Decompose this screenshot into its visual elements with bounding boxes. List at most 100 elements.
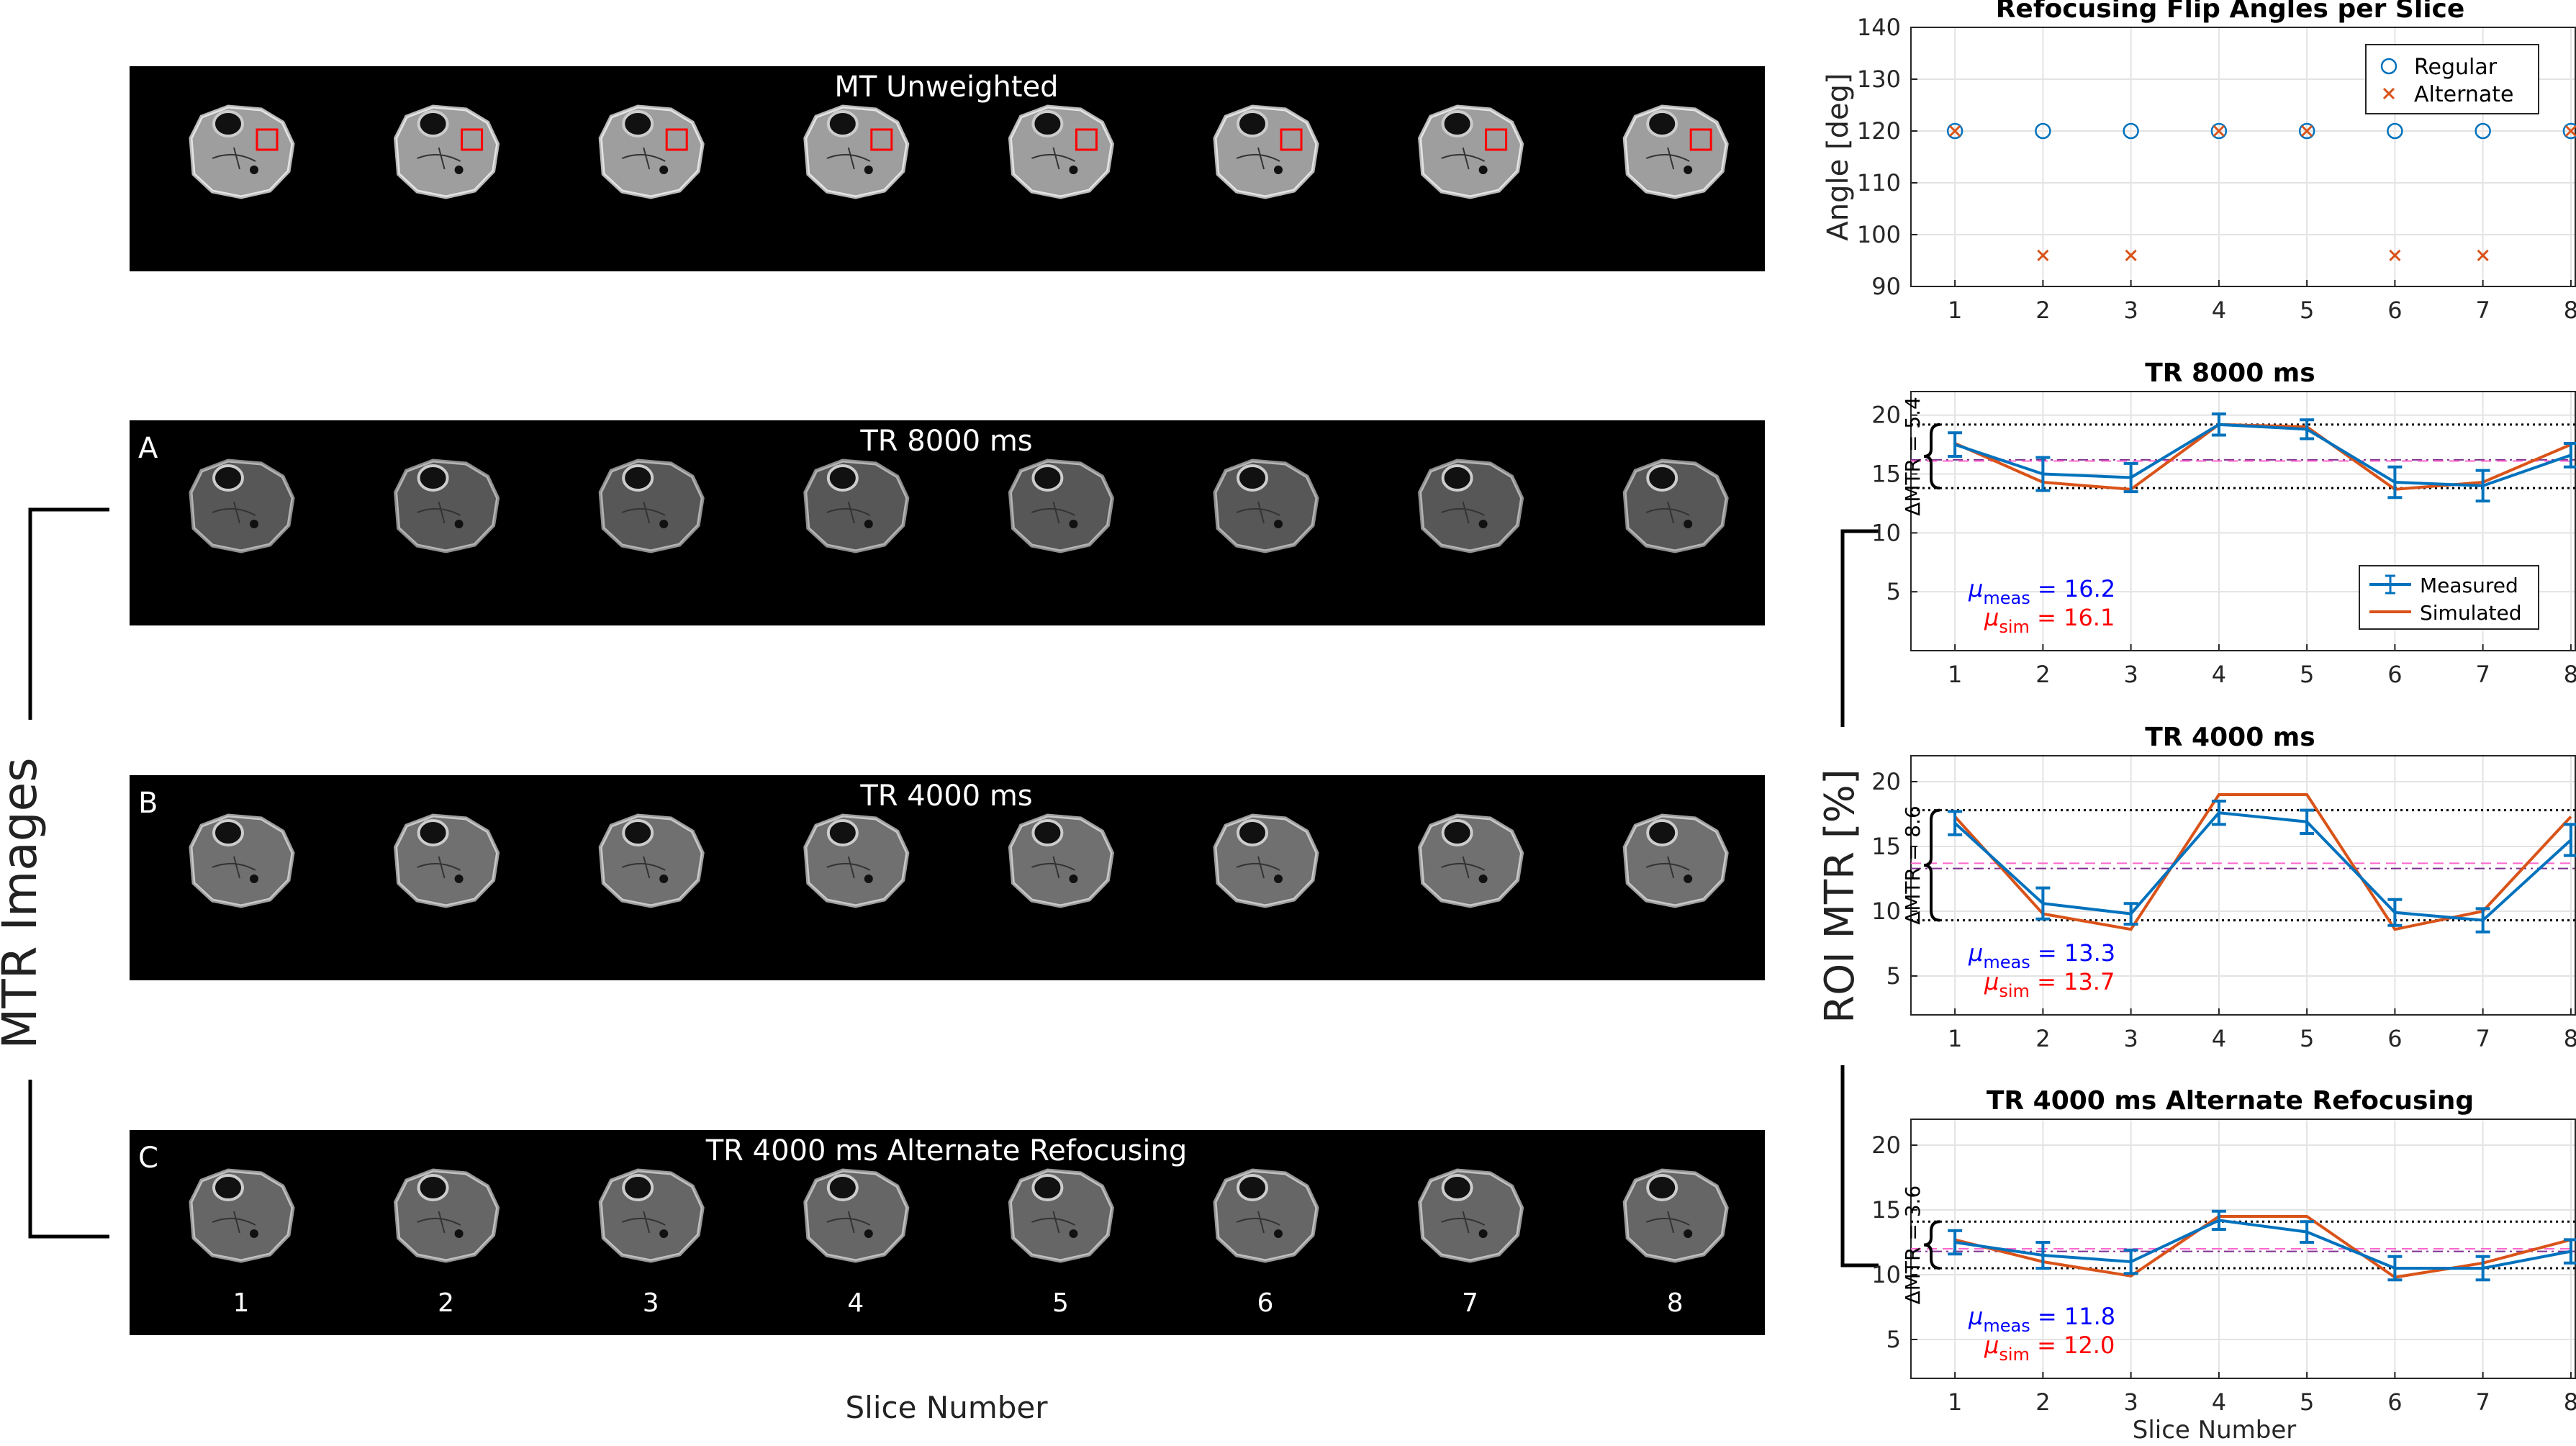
- error-bar: [2123, 1248, 2138, 1275]
- plot-frame: [1910, 27, 2576, 287]
- y-tick-label: 15: [1871, 1196, 1901, 1224]
- fibula: [454, 520, 464, 528]
- fibula: [1274, 1229, 1283, 1238]
- fibula: [1478, 520, 1488, 528]
- plot-area: [1911, 1119, 2575, 1378]
- legend-alternate-label: Alternate: [2414, 82, 2514, 107]
- legend-measured-errorbar: [2385, 574, 2395, 595]
- slice-image: [1008, 458, 1114, 553]
- fibula: [1274, 520, 1283, 528]
- roi-box: [1689, 128, 1712, 151]
- slice-image: [598, 458, 705, 553]
- slice-number-label: 2: [438, 1288, 454, 1318]
- muscle-septum: [1441, 147, 1486, 170]
- fibula: [250, 1229, 258, 1238]
- bone-marrow: [1237, 819, 1268, 846]
- slice-image: [1008, 104, 1114, 199]
- x-tick-label: 5: [2300, 661, 2314, 688]
- slice-image: [1213, 104, 1319, 199]
- muscle-septum: [1031, 147, 1075, 170]
- muscle-septum: [212, 856, 256, 879]
- fibula: [864, 166, 873, 174]
- fibula: [1478, 1229, 1488, 1238]
- left-xlabel: Slice Number: [846, 1390, 1049, 1425]
- roi-box: [1485, 128, 1508, 151]
- fibula: [864, 520, 873, 528]
- bone-marrow: [622, 819, 654, 846]
- fibula: [1478, 875, 1488, 883]
- bone-marrow: [826, 110, 859, 137]
- slice-image: [803, 813, 910, 908]
- bone-marrow: [212, 1174, 244, 1201]
- x-tick-label: 1: [1948, 1025, 1962, 1052]
- fibula: [250, 166, 258, 174]
- fibula: [1069, 875, 1078, 883]
- x-tick-label: 8: [2564, 1388, 2576, 1416]
- mu-simulated-label: μsim = 12.0: [1984, 1332, 2115, 1365]
- error-bar: [1948, 810, 1963, 836]
- x-tick-label: 3: [2123, 1388, 2138, 1416]
- image-strip-title: TR 4000 ms: [859, 780, 1032, 813]
- bone-marrow: [1031, 1174, 1064, 1201]
- roi-box: [870, 128, 893, 151]
- alternate-marker: [2037, 249, 2049, 261]
- muscle-septum: [1441, 856, 1486, 879]
- alternate-marker: [1949, 125, 1961, 137]
- alternate-marker: [2213, 125, 2225, 137]
- muscle-septum: [1645, 1211, 1690, 1234]
- alternate-marker: [2564, 125, 2576, 137]
- y-tick-label: 15: [1871, 461, 1901, 488]
- x-tick-label: 4: [2212, 1388, 2226, 1416]
- error-bar: [1948, 1229, 1963, 1256]
- x-tick-label: 7: [2475, 1025, 2490, 1052]
- measured-line: [1953, 811, 2572, 922]
- slice-number-label: 3: [643, 1288, 659, 1318]
- bone-marrow: [1441, 464, 1473, 492]
- plot-xlabel: Slice Number: [2133, 1416, 2296, 1445]
- error-bar: [2211, 412, 2226, 437]
- error-bar: [2387, 898, 2403, 927]
- bone-marrow: [212, 110, 244, 137]
- alternate-marker: [2389, 249, 2401, 261]
- error-bar: [2035, 886, 2051, 921]
- left-bracket: [28, 507, 109, 1239]
- bone-marrow: [826, 1174, 859, 1201]
- roi-mtr-ylabel: ROI MTR [%]: [1817, 769, 1863, 1023]
- fibula: [1274, 875, 1283, 883]
- delta-brace: [1923, 808, 1940, 922]
- slice-image: [1008, 813, 1114, 908]
- slice-image: [1418, 458, 1524, 553]
- x-tick-label: 8: [2564, 1025, 2576, 1052]
- muscle-septum: [621, 147, 666, 170]
- slice-image: [1418, 813, 1524, 908]
- alternate-marker: [2477, 249, 2489, 261]
- plot-ylabel: Angle [deg]: [1822, 73, 1855, 240]
- x-tick-label: 7: [2475, 1388, 2490, 1416]
- measured-line: [1954, 422, 2572, 487]
- chart-panel: 1 2 3 4 5 6 7 8 5 10 15 20 TR 4000 ms ΔMTR = 8.6 μmeas…: [1871, 723, 2576, 1052]
- mu-measured-label: μmeas = 13.3: [1968, 939, 2115, 972]
- x-tick-label: 5: [2300, 1388, 2314, 1416]
- muscle-septum: [1236, 147, 1280, 170]
- slice-image: [1418, 104, 1524, 199]
- legend-regular-label: Regular: [2414, 55, 2498, 80]
- error-bar: [2475, 1255, 2490, 1282]
- y-tick-label: 15: [1871, 833, 1901, 860]
- right-bracket: [1840, 529, 1879, 1267]
- slice-image: 2: [394, 1168, 500, 1318]
- slice-image: 4: [803, 1168, 910, 1318]
- slice-image: [189, 813, 295, 908]
- slice-image: [394, 813, 500, 908]
- error-bar: [2475, 907, 2490, 934]
- error-bar: [1948, 431, 1963, 458]
- x-tick-label: 8: [2564, 661, 2576, 688]
- error-bar: [2300, 1220, 2315, 1244]
- bone-marrow: [1237, 110, 1268, 137]
- y-tick-label: 100: [1857, 221, 1901, 248]
- bone-marrow: [417, 819, 449, 846]
- mu-simulated-label: μsim = 13.7: [1984, 968, 2115, 1001]
- muscle-septum: [212, 147, 256, 170]
- roi-box: [1280, 128, 1303, 151]
- slice-image: 3: [598, 1168, 705, 1318]
- slice-image: [598, 813, 705, 908]
